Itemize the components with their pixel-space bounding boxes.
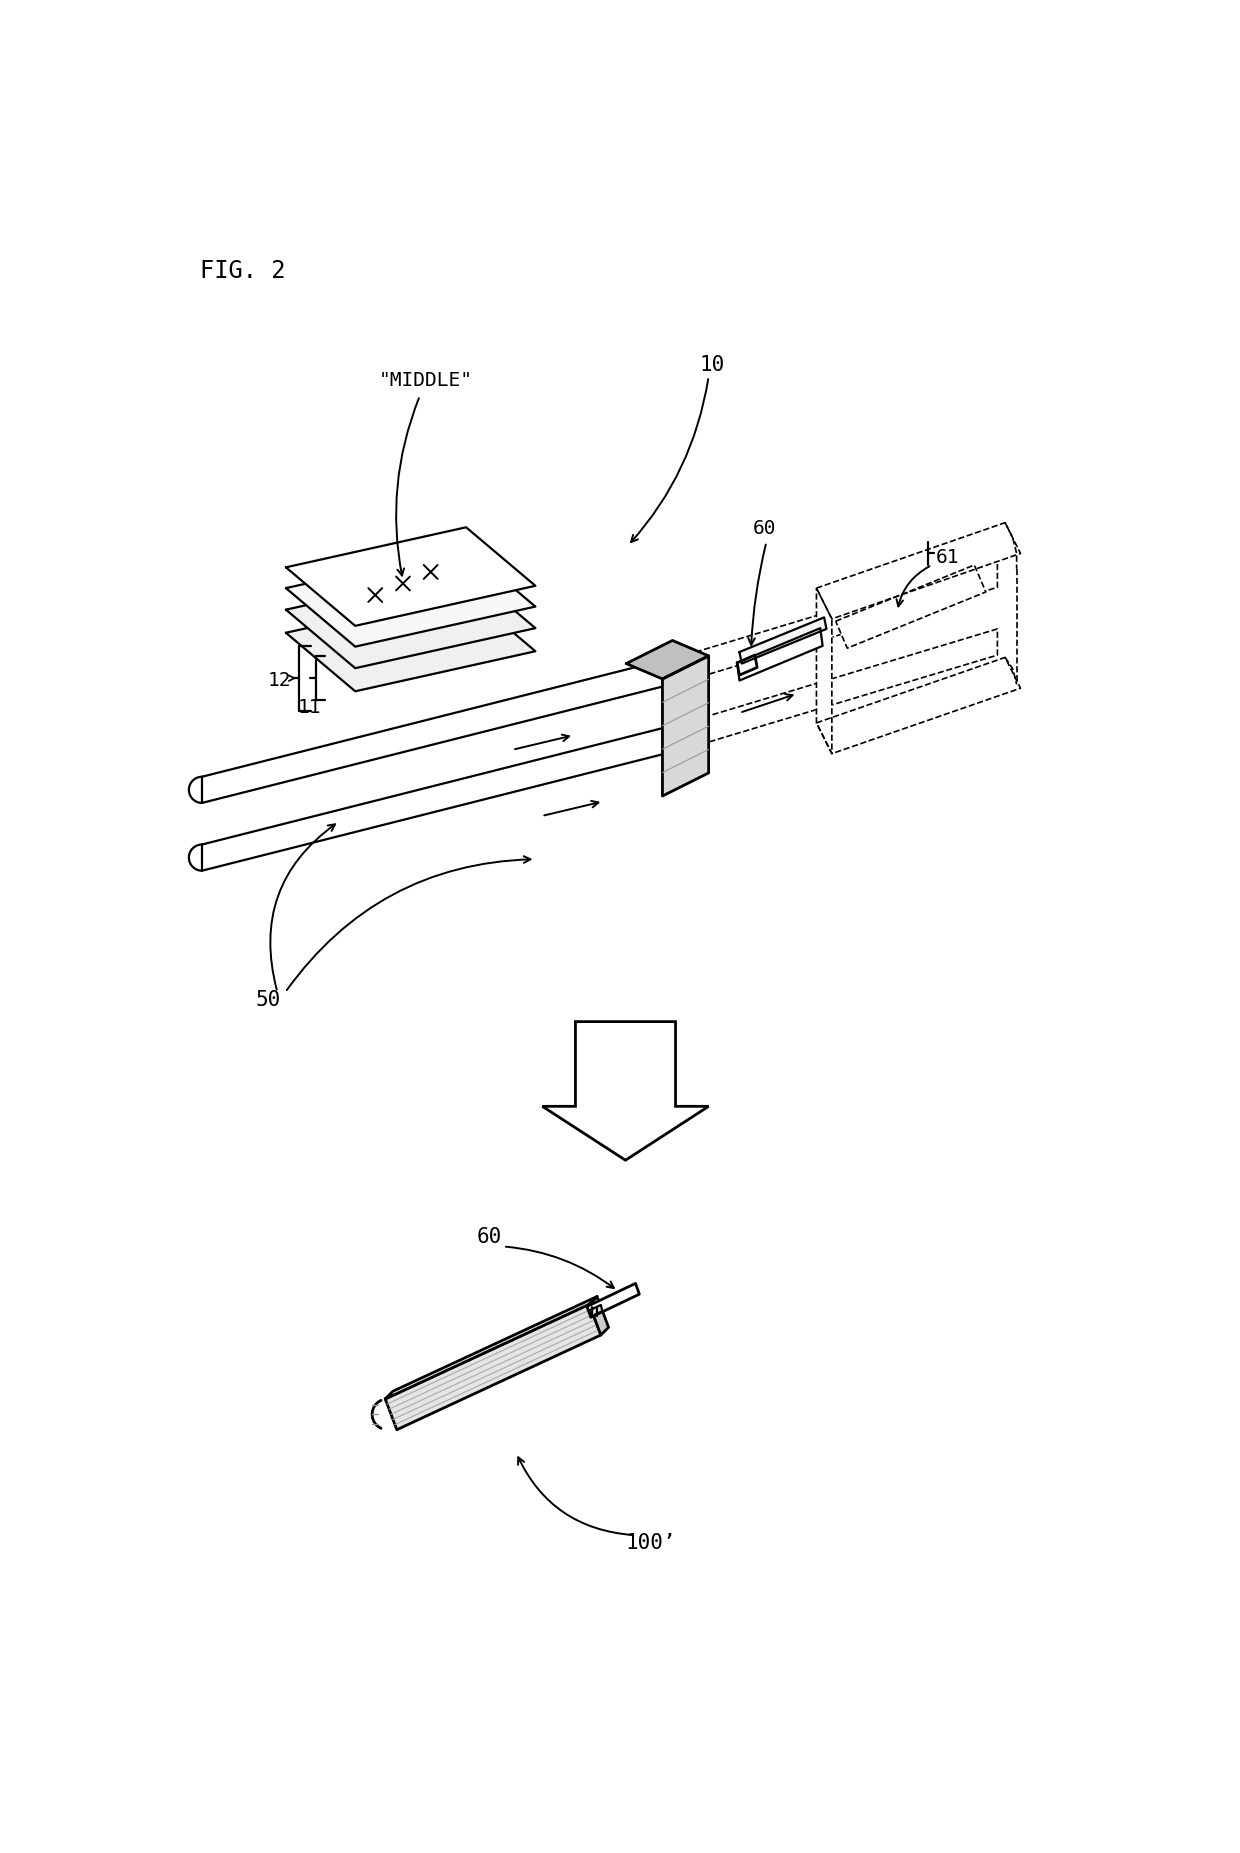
Polygon shape bbox=[696, 561, 997, 678]
Polygon shape bbox=[286, 593, 536, 691]
Text: 100’: 100’ bbox=[626, 1532, 676, 1553]
Polygon shape bbox=[816, 658, 1021, 754]
Polygon shape bbox=[286, 548, 536, 647]
Text: 50: 50 bbox=[255, 990, 280, 1010]
Polygon shape bbox=[286, 528, 536, 626]
Polygon shape bbox=[587, 1284, 640, 1317]
Text: "MIDDLE": "MIDDLE" bbox=[379, 371, 472, 389]
Polygon shape bbox=[286, 569, 536, 669]
Polygon shape bbox=[816, 587, 832, 754]
Text: 60: 60 bbox=[476, 1227, 502, 1247]
Polygon shape bbox=[386, 1297, 596, 1399]
Polygon shape bbox=[662, 656, 708, 797]
Polygon shape bbox=[202, 719, 696, 871]
Text: FIG. 2: FIG. 2 bbox=[201, 259, 286, 284]
Polygon shape bbox=[737, 628, 822, 680]
Polygon shape bbox=[626, 641, 708, 678]
Text: 61: 61 bbox=[936, 548, 959, 567]
Polygon shape bbox=[737, 656, 758, 674]
Text: 12: 12 bbox=[268, 671, 290, 689]
Polygon shape bbox=[589, 1297, 609, 1334]
Polygon shape bbox=[542, 1021, 708, 1160]
Polygon shape bbox=[816, 523, 1021, 619]
Text: 10: 10 bbox=[699, 354, 725, 374]
Polygon shape bbox=[589, 1305, 603, 1316]
Text: 11: 11 bbox=[298, 699, 321, 717]
Polygon shape bbox=[696, 628, 997, 747]
Polygon shape bbox=[202, 652, 696, 802]
Polygon shape bbox=[386, 1305, 601, 1431]
Polygon shape bbox=[739, 617, 826, 663]
Polygon shape bbox=[836, 565, 986, 649]
Text: 60: 60 bbox=[753, 519, 776, 539]
